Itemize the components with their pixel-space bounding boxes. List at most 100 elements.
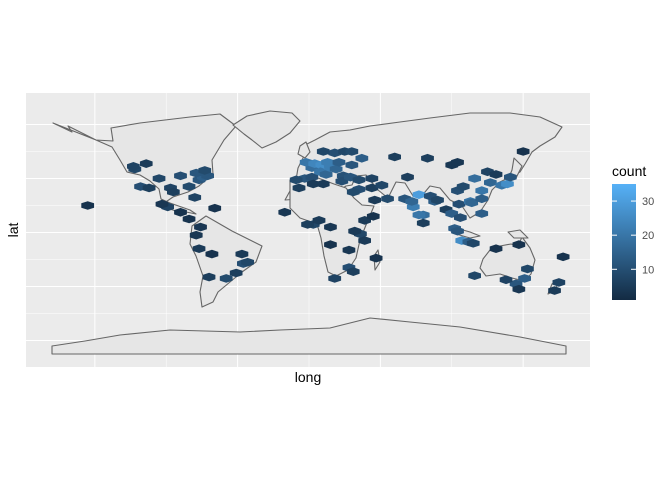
legend-colorbar (612, 184, 636, 300)
hex-bin (416, 218, 430, 228)
hex-bin (468, 174, 481, 183)
new-guinea-land (507, 229, 529, 239)
hex-bin (192, 244, 206, 253)
hex-bin (324, 222, 337, 232)
hex-bin (345, 147, 359, 156)
hex-bin (366, 212, 380, 221)
hex-bin (219, 274, 233, 283)
hex-bin (451, 226, 464, 236)
hex-bin (174, 207, 187, 217)
hex-bin (465, 198, 479, 208)
hex-bin (484, 178, 497, 187)
hex-bin (328, 274, 342, 283)
y-axis-title: lat (5, 223, 21, 238)
hex-bin (312, 216, 326, 225)
hex-bin (556, 252, 570, 262)
hex-bin (202, 272, 216, 282)
hex-bin (319, 170, 333, 179)
hex-bin (451, 158, 464, 167)
uk-land (297, 141, 311, 159)
hex-bin (499, 275, 513, 285)
hex-bin (355, 153, 369, 163)
hex-bin (348, 226, 362, 236)
hex-bin (501, 179, 514, 189)
hex-bin (188, 193, 202, 202)
legend-tick-label: 20 (642, 230, 654, 242)
hex-bin (431, 195, 444, 205)
hex-bin (292, 183, 306, 193)
hex-bin (454, 213, 467, 222)
hex-bin (468, 271, 481, 280)
hex-bin (475, 209, 489, 218)
hex-bin (342, 245, 356, 255)
hex-bin (194, 222, 207, 232)
hex-bin (152, 174, 166, 183)
hex-bin (466, 239, 480, 248)
greenland-land (232, 110, 301, 149)
hex-bin (421, 153, 434, 163)
hex-bin (365, 183, 379, 193)
hex-bin (504, 172, 517, 182)
hex-bin (235, 249, 249, 259)
hex-bin (368, 195, 381, 205)
hex-bin (174, 171, 187, 181)
hex-bin (229, 268, 243, 278)
hex-bin (324, 240, 337, 249)
hex-bin (305, 172, 319, 182)
hex-bin (329, 164, 343, 174)
hex-bin (278, 207, 292, 217)
hex-bin (365, 174, 379, 183)
hex-bin (516, 147, 530, 156)
hex-bin (316, 147, 330, 156)
hex-bin (346, 187, 360, 197)
hex-bin (358, 236, 371, 245)
hex-bin (345, 160, 359, 170)
hex-bin (328, 148, 342, 158)
south-america-land (189, 215, 263, 308)
hex-bin (205, 249, 219, 259)
x-axis-title: long (295, 369, 321, 385)
hex-bin (489, 244, 503, 253)
hex-bin (142, 183, 156, 193)
hex-bin (518, 274, 531, 283)
hex-bin (401, 172, 414, 182)
antarctica-land (51, 317, 567, 355)
hex-bin (489, 170, 503, 179)
hex-bin (512, 284, 526, 294)
hex-bin (139, 159, 153, 168)
hex-bin (189, 230, 203, 240)
hex-bin (182, 182, 196, 191)
hex-bin (208, 203, 222, 213)
legend-tick-label: 10 (642, 264, 654, 276)
hex-bin (381, 194, 394, 204)
legend: count 10 20 30 (612, 163, 654, 300)
hex-bin (127, 162, 140, 171)
hex-bin (552, 278, 566, 287)
hex-bin (198, 166, 212, 175)
legend-ticks: 10 20 30 (612, 196, 654, 276)
hex-bin (306, 179, 320, 189)
hex-bin (241, 257, 254, 267)
hex-bin (388, 152, 401, 162)
hex-bin (375, 180, 389, 190)
legend-tick-label: 30 (642, 196, 654, 208)
land-masses (51, 110, 567, 355)
hex-bin (332, 158, 346, 167)
legend-title: count (612, 163, 646, 179)
hex-bin (475, 186, 489, 195)
hex-bin (548, 286, 561, 295)
hex-bin (301, 220, 314, 229)
hex-bin (155, 199, 169, 209)
hex-bin (512, 240, 526, 249)
hex-bin (369, 253, 383, 263)
hex-bin (521, 264, 534, 274)
hex-bin (352, 175, 366, 185)
hex-bin (412, 210, 426, 220)
hex-bin (456, 182, 470, 191)
hex-bin (346, 267, 360, 276)
hex-bin (452, 199, 466, 209)
hex-bin (405, 197, 419, 206)
hexbin-layer (81, 147, 570, 295)
hex-bin (475, 194, 489, 204)
